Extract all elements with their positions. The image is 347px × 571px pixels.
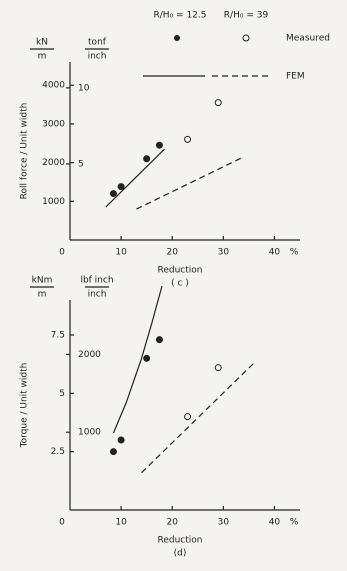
- subplot-label: (d): [174, 549, 187, 559]
- filled-point: [155, 336, 163, 344]
- y2-tick-label: 2000: [78, 350, 101, 360]
- y-tick-label: 3000: [42, 119, 65, 129]
- dashed-line: [141, 362, 255, 474]
- legend-open: [242, 34, 250, 42]
- x-tick-label: 0: [59, 518, 65, 528]
- unit-denominator: inch: [88, 52, 107, 62]
- open-point: [214, 364, 222, 372]
- legend-column: R/H₀ = 39: [224, 11, 269, 21]
- y-tick-label: 1000: [42, 197, 65, 207]
- solid-line: [105, 148, 165, 208]
- y-tick-label: 2.5: [51, 447, 65, 457]
- y-tick-label: 7.5: [51, 331, 65, 341]
- open-point: [214, 99, 222, 107]
- x-unit: %: [290, 518, 299, 528]
- unit-denominator: m: [38, 290, 47, 300]
- dashed-line: [136, 156, 245, 210]
- x-axis-label: Reduction: [158, 536, 203, 546]
- unit-numerator: tonf: [88, 38, 107, 48]
- subplot-label: ( c ): [171, 279, 189, 289]
- x-tick-label: 40: [269, 518, 281, 528]
- legend-row: Measured: [286, 34, 330, 44]
- legend-filled: [174, 35, 180, 41]
- open-point: [184, 413, 192, 421]
- y2-tick-label: 1000: [78, 428, 101, 438]
- unit-numerator: lbf inch: [80, 276, 113, 286]
- filled-point: [143, 354, 151, 362]
- x-tick-label: 10: [115, 248, 127, 258]
- legend-column: R/H₀ = 12.5: [154, 11, 207, 21]
- filled-point: [155, 141, 163, 149]
- unit-numerator: kN: [36, 38, 48, 48]
- legend-row: FEM: [286, 72, 305, 82]
- y2-tick-label: 10: [78, 83, 90, 93]
- x-tick-label: 30: [218, 518, 230, 528]
- x-axis-label: Reduction: [158, 266, 203, 276]
- x-unit: %: [290, 248, 299, 258]
- filled-point: [117, 436, 125, 444]
- filled-point: [109, 448, 117, 456]
- y2-tick-label: 5: [78, 159, 84, 169]
- y-axis-label: Torque / Unit width: [20, 363, 30, 449]
- y-axis-label: Roll force / Unit width: [20, 103, 30, 200]
- y-tick-label: 2000: [42, 158, 65, 168]
- unit-denominator: inch: [88, 290, 107, 300]
- filled-point: [143, 155, 151, 163]
- open-point: [184, 135, 192, 143]
- filled-point: [117, 183, 125, 191]
- x-tick-label: 30: [218, 248, 230, 258]
- solid-line: [112, 285, 163, 434]
- x-tick-label: 0: [59, 248, 65, 258]
- unit-denominator: m: [38, 52, 47, 62]
- y-tick-label: 4000: [42, 81, 65, 91]
- unit-numerator: kNm: [32, 276, 53, 286]
- x-tick-label: 40: [269, 248, 281, 258]
- x-tick-label: 10: [115, 518, 127, 528]
- x-tick-label: 20: [166, 248, 178, 258]
- filled-point: [109, 190, 117, 198]
- y-tick-label: 5: [59, 389, 65, 399]
- x-tick-label: 20: [166, 518, 178, 528]
